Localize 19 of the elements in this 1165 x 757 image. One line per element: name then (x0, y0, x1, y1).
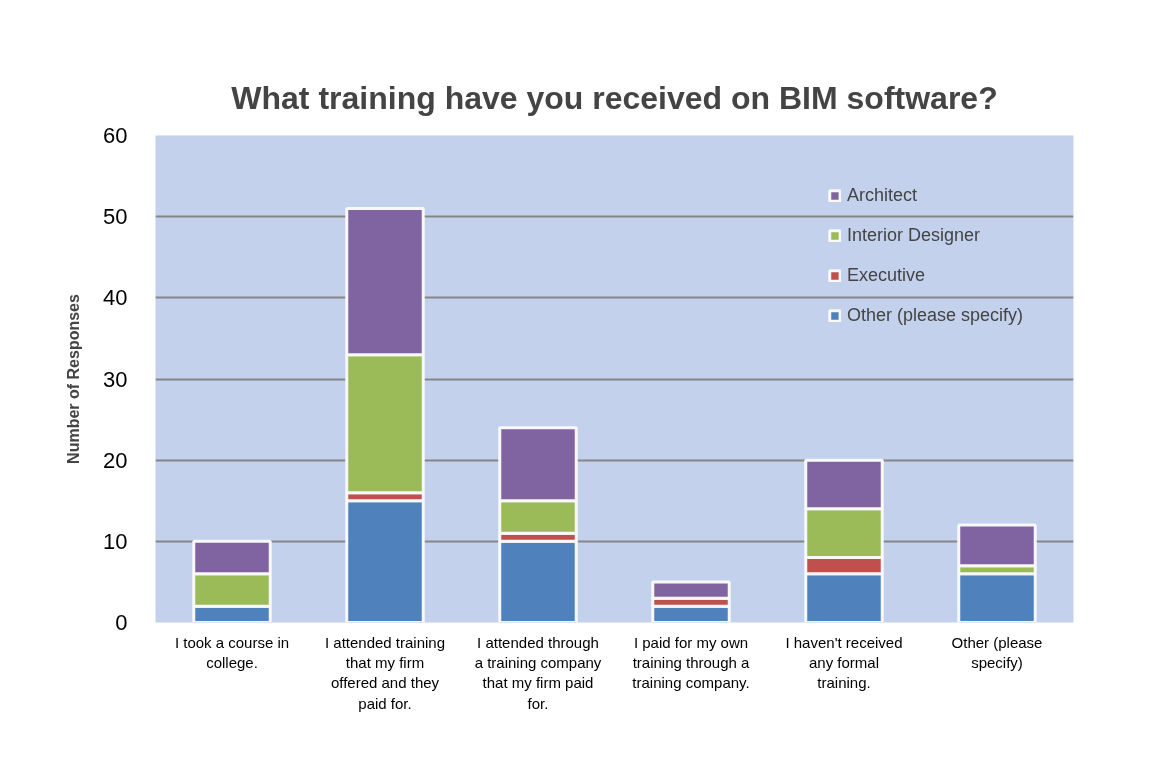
x-tick-label: I attended training that my firm offered and they paid for. (324, 633, 446, 712)
y-axis-title: Number of Responses (65, 293, 83, 464)
legend-label: Architect (846, 185, 917, 206)
legend-label: Other (please specify) (846, 305, 1023, 326)
x-tick-label: Other (please specify) (951, 633, 1043, 671)
y-tick-label: 50 (103, 204, 128, 230)
x-tick-label: I attended through a training company that my firm paid for. (474, 633, 602, 712)
y-tick-label: 0 (115, 610, 128, 635)
x-tick-label: I paid for my own training through a training company. (632, 633, 751, 692)
chart-title: What training have you received on BIM software? (231, 79, 998, 116)
y-tick-label: 30 (103, 366, 128, 392)
y-tick-label: 60 (103, 123, 128, 148)
legend-label: Executive (846, 265, 925, 286)
x-tick-label: I haven't received any formal training. (785, 633, 903, 692)
y-tick-label: 20 (103, 447, 128, 473)
x-tick-label: I took a course in college. (174, 633, 290, 671)
y-tick-label: 10 (103, 528, 128, 554)
legend-label: Interior Designer (846, 225, 980, 246)
y-tick-label: 40 (103, 285, 128, 311)
